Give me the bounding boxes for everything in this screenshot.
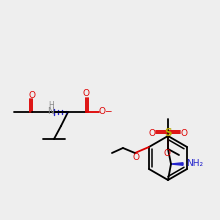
Text: O: O: [163, 150, 170, 158]
Text: N: N: [47, 108, 53, 117]
Text: O: O: [29, 90, 35, 99]
Text: O−: O−: [99, 108, 113, 117]
Text: H: H: [48, 101, 54, 110]
Text: NH₂: NH₂: [186, 158, 204, 167]
Text: O: O: [132, 154, 139, 163]
Text: O: O: [148, 128, 156, 138]
Text: S: S: [164, 128, 172, 138]
Text: O: O: [180, 128, 187, 138]
Polygon shape: [171, 163, 183, 165]
Text: O: O: [82, 90, 90, 99]
